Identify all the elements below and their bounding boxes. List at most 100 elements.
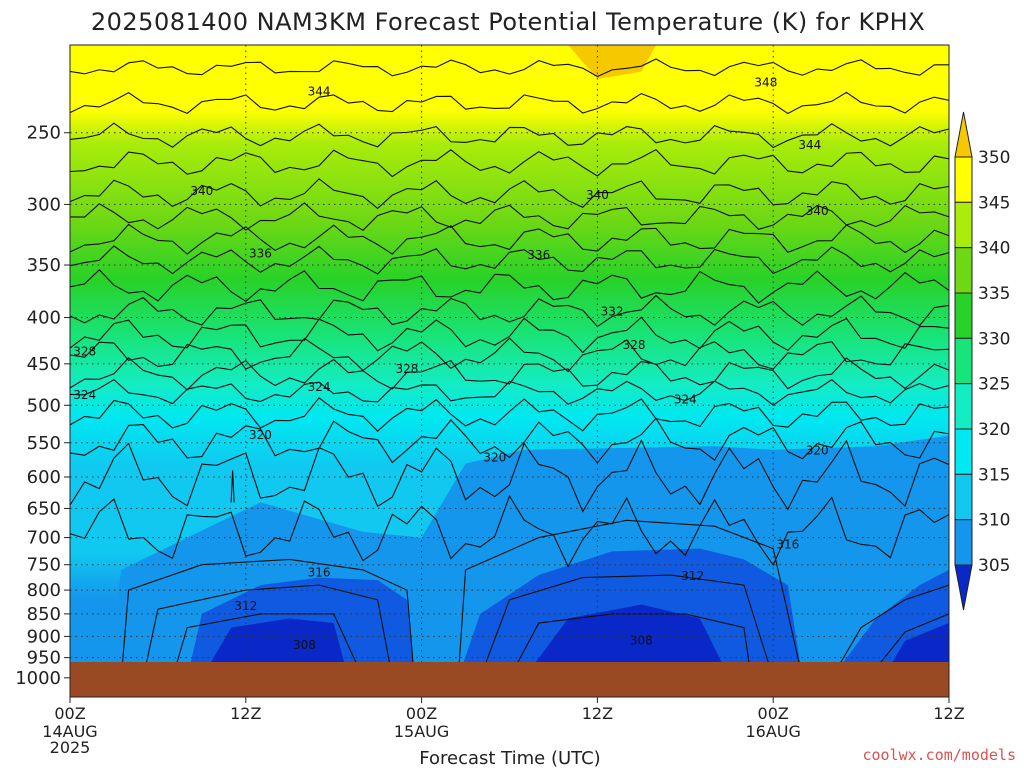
- contour-label: 324: [308, 380, 331, 394]
- isentrope-line: [142, 584, 393, 678]
- colorbar-extension-bottom: [954, 564, 973, 611]
- y-tick-label: 400: [27, 308, 61, 329]
- y-tick-label: 450: [27, 354, 61, 375]
- isentrope-line: [70, 202, 949, 231]
- isentrope-line: [70, 494, 949, 568]
- y-tick-label: 950: [27, 648, 61, 669]
- contour-label: 316: [308, 565, 331, 579]
- y-tick-label: 900: [27, 626, 61, 647]
- y-tick-label: 250: [27, 123, 61, 144]
- x-tick-sublabel: 14AUG: [42, 722, 97, 741]
- colorbar-swatch: [954, 156, 973, 203]
- credit-text: coolwx.com/models: [862, 746, 1016, 764]
- contour-label: 340: [190, 184, 213, 198]
- colorbar-label: 335: [978, 284, 1010, 304]
- chart-title: 2025081400 NAM3KM Forecast Potential Tem…: [91, 8, 925, 36]
- x-tick-sublabel: 2025: [50, 738, 91, 757]
- y-tick-label: 650: [27, 498, 61, 519]
- colorbar-label: 315: [978, 465, 1010, 485]
- colorbar-label: 325: [978, 375, 1010, 395]
- colorbar-label: 350: [978, 148, 1010, 168]
- x-tick-sublabel: 16AUG: [745, 722, 800, 741]
- colorbar-swatch: [954, 201, 973, 249]
- colorbar-label: 340: [978, 239, 1010, 259]
- contour-label: 320: [483, 450, 506, 464]
- contour-label: 336: [249, 247, 272, 261]
- isentrope-line: [70, 122, 949, 149]
- isentrope-line: [70, 58, 949, 78]
- isentrope-line: [70, 439, 949, 513]
- isentrope-line: [70, 223, 949, 255]
- surface-terrain: [70, 662, 949, 697]
- isentrope-line: [70, 378, 949, 406]
- contour-label: 308: [630, 633, 653, 647]
- colorbar-swatch: [954, 428, 973, 475]
- isentrope-line: [70, 294, 949, 328]
- contour-label: 312: [681, 569, 704, 583]
- contour-labels: 344 348 344 340 340 340 336 336 332 328 328 328 324 3…: [73, 75, 828, 652]
- contour-label: 328: [395, 362, 418, 376]
- contour-label: 312: [234, 599, 257, 613]
- contour-label: 308: [293, 638, 316, 652]
- fill-region: [524, 604, 730, 678]
- y-tick-label: 850: [27, 604, 61, 625]
- x-axis-title: Forecast Time (UTC): [419, 748, 600, 768]
- y-tick-label: 350: [27, 255, 61, 276]
- colorbar: 350 345 340 335 330 325 320 315 310 305: [954, 111, 1010, 611]
- colorbar-label: 330: [978, 329, 1010, 349]
- isentrope-line: [70, 316, 949, 354]
- y-axis: 2503003504004505005506006507007508008509…: [15, 123, 70, 689]
- contour-label: 340: [806, 204, 829, 218]
- colorbar-label: 320: [978, 420, 1010, 440]
- isentrope-line: [70, 397, 949, 432]
- temperature-fills: [106, 45, 949, 678]
- colorbar-label: 305: [978, 556, 1010, 576]
- x-tick-sublabel: 15AUG: [394, 722, 449, 741]
- y-tick-label: 550: [27, 433, 61, 454]
- isentrope-line: [70, 417, 949, 464]
- isentrope-line: [70, 178, 949, 210]
- isentrope-line: [479, 574, 774, 679]
- colorbar-swatch: [954, 247, 973, 294]
- colorbar-swatch: [954, 519, 973, 566]
- isentrope-line: [70, 337, 949, 373]
- isentropes: [70, 58, 949, 679]
- contour-label: 328: [73, 344, 96, 358]
- colorbar-extension-top: [954, 111, 973, 158]
- y-tick-label: 300: [27, 194, 61, 215]
- colorbar-swatch: [954, 292, 973, 339]
- contour-label: 316: [776, 537, 799, 551]
- x-tick-label: 00Z: [758, 704, 789, 723]
- contour-label: 320: [806, 444, 829, 458]
- contour-label: 344: [798, 138, 821, 152]
- colorbar-label: 310: [978, 511, 1010, 531]
- y-tick-label: 1000: [15, 668, 61, 689]
- isentrope-line: [70, 356, 949, 391]
- isentrope-line: [70, 269, 949, 304]
- x-tick-label: 12Z: [582, 704, 613, 723]
- isentrope-line: [457, 519, 804, 678]
- x-tick-label: 00Z: [406, 704, 437, 723]
- fill-region: [509, 45, 656, 79]
- isentrope-line: [172, 613, 364, 679]
- colorbar-label: 345: [978, 193, 1010, 213]
- plot-frame: [69, 44, 950, 698]
- y-tick-label: 800: [27, 580, 61, 601]
- contour-label: 324: [73, 388, 96, 402]
- contour-label: 336: [527, 248, 550, 262]
- contour-label: 348: [754, 75, 777, 89]
- isentrope-line: [70, 148, 949, 178]
- contour-label: 344: [308, 84, 331, 98]
- x-tick-label: 00Z: [54, 704, 85, 723]
- y-tick-label: 600: [27, 467, 61, 488]
- y-tick-label: 500: [27, 395, 61, 416]
- isentrope-line: [70, 245, 949, 275]
- contour-label: 320: [249, 428, 272, 442]
- isentrope-line: [831, 584, 949, 679]
- isentrope-line: [70, 91, 949, 115]
- colorbar-swatch: [954, 383, 973, 430]
- plot-area: [70, 45, 949, 697]
- colorbar-swatch: [954, 337, 973, 385]
